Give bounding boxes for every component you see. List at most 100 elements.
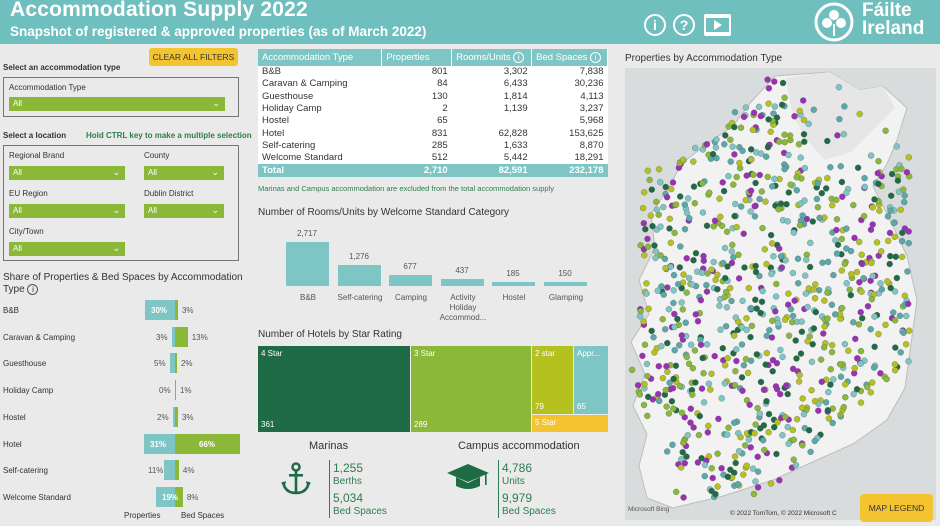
col-header-rooms[interactable]: Rooms/Units i — [451, 49, 533, 66]
share-bar-bedspaces[interactable] — [175, 460, 179, 481]
map-point — [825, 388, 832, 396]
map-point — [896, 312, 904, 319]
info-icon[interactable]: i — [27, 284, 39, 295]
map-point — [650, 334, 657, 341]
map-point — [683, 289, 690, 296]
share-bar-bedspaces[interactable] — [175, 353, 177, 374]
share-bar-properties[interactable] — [170, 353, 175, 374]
info-icon[interactable]: i — [590, 52, 601, 63]
share-bar-properties[interactable] — [164, 460, 175, 481]
table-row[interactable]: Guesthouse 130 1,814 4,113 — [258, 90, 608, 103]
map-point — [681, 226, 689, 233]
share-bar-properties[interactable] — [173, 406, 175, 427]
map-point — [884, 213, 892, 220]
map-point — [728, 248, 735, 255]
col-header-properties[interactable]: Properties — [381, 49, 453, 66]
map-point — [684, 432, 691, 439]
map-point — [814, 180, 822, 187]
table-cell: Guesthouse — [258, 90, 382, 103]
treemap-4star[interactable]: 4 Star 361 — [258, 346, 410, 432]
map-point — [793, 174, 800, 181]
table-row[interactable]: Holiday Camp 2 1,139 3,237 — [258, 102, 608, 116]
map-point — [782, 257, 789, 264]
map-point — [850, 319, 857, 326]
table-row[interactable]: Welcome Standard 512 5,442 18,291 — [258, 152, 608, 165]
map-point — [703, 288, 711, 295]
regional-brand-dropdown[interactable]: All ⌄ — [9, 166, 125, 180]
table-cell: 5,968 — [531, 115, 608, 128]
map-point — [779, 79, 787, 87]
info-icon[interactable]: i — [644, 14, 666, 36]
map-point — [749, 126, 757, 134]
accom-type-dropdown[interactable]: All ⌄ — [9, 97, 225, 111]
share-bar-properties[interactable] — [172, 326, 175, 347]
welcome-bar[interactable] — [286, 242, 329, 286]
map-point — [773, 280, 780, 288]
map-point — [875, 158, 882, 165]
map-point — [662, 326, 669, 333]
info-icon[interactable]: i — [513, 52, 525, 63]
clear-filters-button[interactable]: CLEAR ALL FILTERS — [149, 48, 238, 66]
share-bar-bedspaces[interactable] — [175, 380, 176, 401]
share-bar-properties[interactable] — [156, 486, 175, 507]
table-row[interactable]: Hostel 65 5,968 — [258, 115, 608, 128]
marinas-berths-label: Berths — [333, 476, 362, 487]
map-point — [738, 374, 746, 381]
table-row[interactable]: Self-catering 285 1,633 8,870 — [258, 139, 608, 153]
map-point — [678, 456, 685, 463]
welcome-chart-title: Number of Rooms/Units by Welcome Standar… — [258, 207, 510, 218]
treemap-5star[interactable]: 5 Star — [532, 415, 608, 432]
map-point — [789, 318, 796, 326]
col-header-bedspaces[interactable]: Bed Spaces i — [531, 49, 608, 66]
welcome-bar[interactable] — [338, 265, 381, 286]
share-row-label: B&B — [3, 306, 20, 315]
welcome-bar[interactable] — [492, 282, 535, 286]
table-row[interactable]: B&B 801 3,302 7,838 — [258, 66, 608, 79]
map-point — [771, 78, 778, 85]
share-bar-bedspaces[interactable] — [175, 326, 188, 347]
map-point — [777, 390, 784, 398]
video-icon[interactable] — [704, 14, 731, 36]
welcome-bar[interactable] — [441, 278, 484, 286]
treemap-2star[interactable]: 2 star 79 — [532, 346, 573, 414]
map-point — [722, 274, 729, 282]
properties-map[interactable] — [625, 68, 936, 520]
col-header-type[interactable]: Accommodation Type — [258, 49, 383, 66]
map-point — [680, 439, 687, 447]
welcome-bar[interactable] — [389, 275, 432, 286]
map-point — [679, 306, 686, 313]
table-cell: 285 — [381, 139, 452, 153]
share-bar-bedspaces[interactable] — [175, 300, 178, 320]
map-point — [725, 172, 732, 180]
share-bar-bedspaces[interactable] — [175, 406, 178, 427]
map-point — [811, 437, 818, 445]
treemap-value: 65 — [577, 402, 586, 411]
map-point — [751, 430, 758, 437]
treemap-3star[interactable]: 3 Star 289 — [411, 346, 531, 432]
eu-region-dropdown[interactable]: All ⌄ — [9, 204, 125, 218]
treemap-approved[interactable]: Appr... 65 — [574, 346, 608, 414]
map-legend-button[interactable]: MAP LEGEND — [860, 494, 933, 522]
county-dropdown[interactable]: All ⌄ — [144, 166, 224, 180]
dublin-district-dropdown[interactable]: All ⌄ — [144, 204, 224, 218]
share-bar-properties[interactable] — [145, 300, 175, 320]
share-bar-properties[interactable] — [144, 433, 175, 454]
share-bar-bedspaces[interactable] — [175, 433, 240, 454]
map-point — [757, 150, 765, 157]
map-point — [775, 320, 782, 327]
city-town-dropdown[interactable]: All ⌄ — [9, 242, 125, 256]
table-row[interactable]: Hotel 831 62,828 153,625 — [258, 127, 608, 140]
map-point — [772, 293, 780, 300]
table-cell: 65 — [381, 115, 452, 128]
table-row[interactable]: Caravan & Camping 84 6,433 30,236 — [258, 78, 608, 91]
map-point — [811, 295, 819, 302]
map-point — [765, 116, 772, 123]
map-point — [703, 281, 710, 289]
map-point — [724, 473, 731, 480]
map-point — [859, 315, 866, 322]
help-icon[interactable]: ? — [673, 14, 695, 36]
page-title: Accommodation Supply 2022 — [10, 0, 308, 21]
map-point — [785, 332, 793, 339]
share-bar-bedspaces[interactable] — [175, 486, 183, 507]
welcome-bar[interactable] — [544, 282, 587, 286]
